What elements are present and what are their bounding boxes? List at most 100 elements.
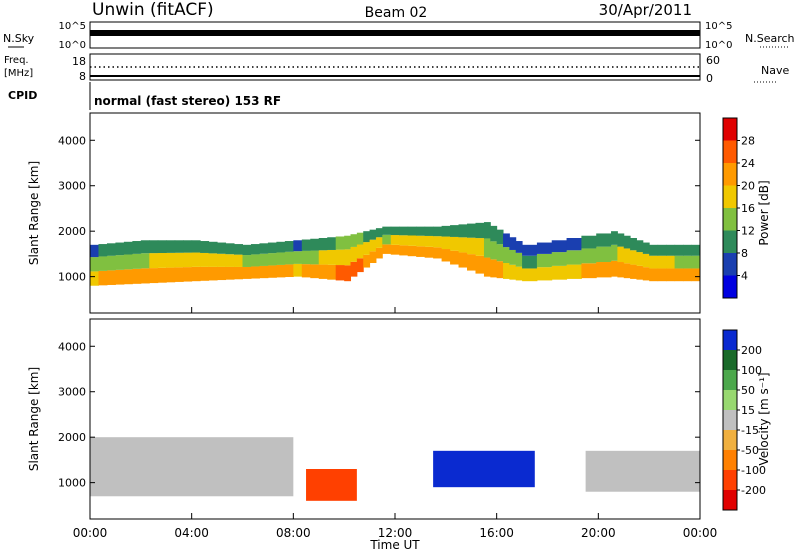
power-cell xyxy=(166,267,176,283)
colorbar-cell xyxy=(723,470,737,491)
power-cell xyxy=(140,253,150,269)
power-cell xyxy=(157,253,167,268)
power-cell xyxy=(424,226,434,236)
power-cell xyxy=(390,235,400,245)
power-cell xyxy=(475,222,485,239)
power-cell xyxy=(149,240,159,254)
power-cell xyxy=(657,244,667,256)
power-axis-left: 1000 2000 3000 4000 xyxy=(58,134,700,284)
colorbar-tick-label: 28 xyxy=(741,135,755,148)
colorbar-cell xyxy=(723,330,737,351)
power-cell xyxy=(250,254,260,267)
power-cell xyxy=(293,240,303,252)
x-axis: 00:00 04:00 08:00 12:00 16:00 20:00 00:00 xyxy=(73,307,717,540)
power-cell xyxy=(617,233,625,247)
velocity-panel: 1000 2000 3000 4000 Slant Range [km] xyxy=(27,318,701,520)
nave-tick-top: 60 xyxy=(706,54,720,67)
power-cell xyxy=(250,266,260,279)
colorbar-cell xyxy=(723,350,737,371)
power-cell xyxy=(630,250,637,265)
velocity-cell xyxy=(433,450,535,488)
power-cell xyxy=(318,250,328,265)
power-cell xyxy=(350,246,358,262)
power-cell xyxy=(301,250,311,265)
power-cell xyxy=(611,231,618,245)
colorbar-tick-label: 50 xyxy=(741,384,755,397)
power-cell xyxy=(174,240,184,253)
power-cell xyxy=(382,244,392,254)
power-cell xyxy=(636,265,644,280)
power-cell xyxy=(683,255,693,269)
power-cell xyxy=(335,249,345,266)
power-cell xyxy=(490,241,498,260)
power-cell xyxy=(217,253,227,267)
power-cell xyxy=(509,264,517,280)
cpid-label: CPID xyxy=(8,89,37,102)
power-cell xyxy=(617,262,625,278)
noise-sky-trace xyxy=(90,30,700,36)
power-cell xyxy=(657,255,667,269)
power-cell xyxy=(596,233,612,247)
date-title: 30/Apr/2011 xyxy=(599,1,692,19)
power-cell xyxy=(424,235,434,247)
power-cell xyxy=(259,243,269,254)
power-cell xyxy=(234,244,243,255)
cpid-text: normal (fast stereo) 153 RF xyxy=(94,94,281,108)
power-cell xyxy=(356,232,364,245)
freq-label-2: [MHz] xyxy=(4,68,33,79)
colorbar-tick-label: 20 xyxy=(741,180,755,193)
power-panel: 1000 2000 3000 4000 Slant Range [km] xyxy=(27,112,701,314)
power-colorbar-label: Power [dB] xyxy=(757,180,771,245)
power-cell xyxy=(375,237,383,248)
power-cell xyxy=(581,263,597,279)
colorbar-cell xyxy=(723,490,737,511)
power-cell xyxy=(234,254,243,267)
power-cell xyxy=(674,244,684,256)
power-cell xyxy=(318,238,328,251)
colorbar-cell xyxy=(723,370,737,391)
power-cell xyxy=(630,264,637,279)
power-cell xyxy=(515,241,523,253)
velocity-heatmap xyxy=(90,437,700,501)
colorbar-tick-label: 16 xyxy=(741,202,755,215)
power-cell xyxy=(293,251,303,264)
power-cell xyxy=(611,244,618,261)
freq-tick-top: 18 xyxy=(72,55,86,68)
power-cell xyxy=(106,255,116,271)
noise-left-tick-bottom: 10^0 xyxy=(59,40,86,51)
freq-label-1: Freq. xyxy=(4,55,29,66)
velocity-axis-left: 1000 2000 3000 4000 xyxy=(58,340,700,490)
y-tick-label: 4000 xyxy=(58,340,86,353)
power-cell xyxy=(310,238,320,251)
power-cell xyxy=(344,265,352,282)
power-cell xyxy=(98,256,108,271)
power-cell xyxy=(390,226,400,236)
power-cell xyxy=(157,267,167,283)
power-cell xyxy=(666,255,676,269)
power-cell xyxy=(496,261,504,279)
colorbar-tick-label: 8 xyxy=(741,247,748,260)
power-cell xyxy=(623,248,631,264)
velocity-cell xyxy=(306,469,357,501)
power-cell xyxy=(407,245,417,257)
power-cell xyxy=(467,254,476,271)
velocity-colorbar: 200 100 50 15 -15 -50 -100 -200 xyxy=(722,329,766,511)
power-cell xyxy=(691,244,701,256)
power-cell xyxy=(183,240,193,253)
power-cell xyxy=(132,241,142,254)
power-cell xyxy=(267,253,277,266)
power-cell xyxy=(467,237,476,255)
power-cell xyxy=(259,265,269,279)
colorbar-tick-label: 100 xyxy=(741,364,762,377)
colorbar-cell xyxy=(723,253,737,276)
power-cell xyxy=(115,269,125,285)
power-cell xyxy=(375,228,383,238)
power-cell xyxy=(611,260,618,277)
power-cell xyxy=(515,252,523,267)
power-cell xyxy=(490,259,498,278)
power-cell xyxy=(503,263,510,279)
power-cell xyxy=(327,237,337,250)
colorbar-tick-label: -200 xyxy=(741,484,766,497)
power-cell xyxy=(509,249,517,265)
